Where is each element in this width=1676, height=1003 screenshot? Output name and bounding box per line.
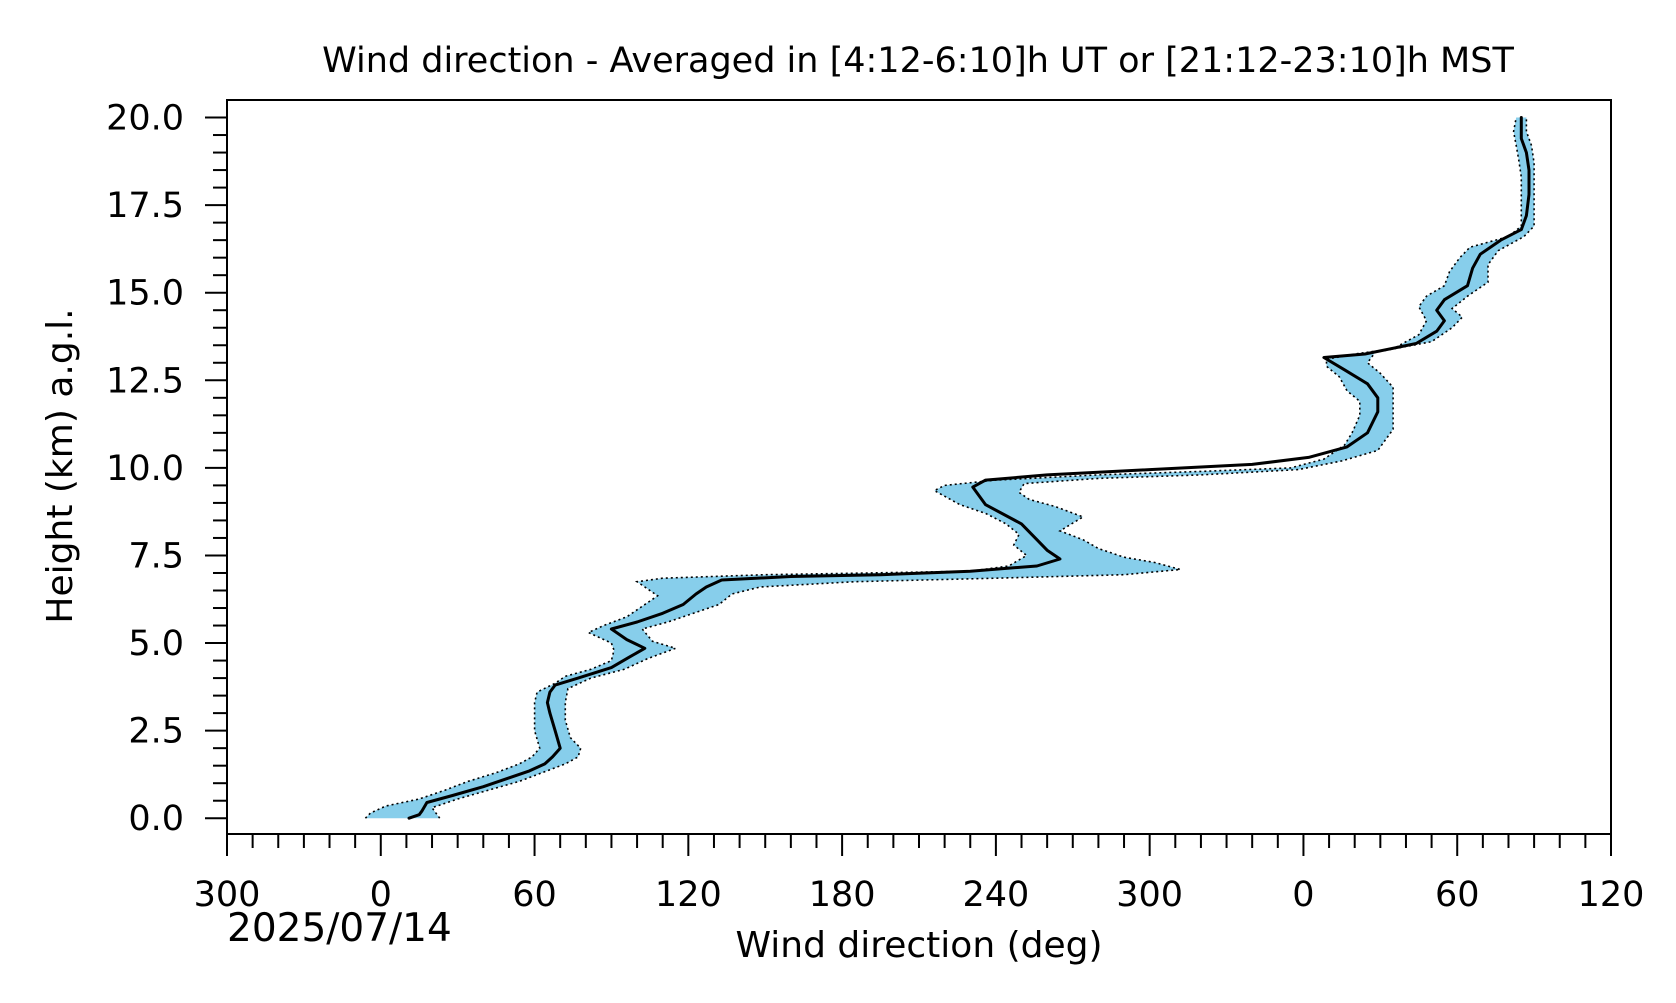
plot-frame [226, 99, 1612, 835]
y-tick-label: 0.0 [128, 799, 184, 839]
y-tick-label: 20.0 [106, 99, 184, 139]
x-axis-label: Wind direction (deg) [735, 925, 1102, 966]
y-tick-label: 2.5 [128, 712, 184, 752]
y-tick-label: 15.0 [106, 274, 184, 314]
y-tick-label: 17.5 [106, 186, 184, 226]
band-lower-edge [364, 117, 1523, 819]
y-tick-label: 10.0 [106, 449, 184, 489]
chart-title: Wind direction - Averaged in [4:12-6:10]… [322, 41, 1514, 81]
x-tick-label: 300 [1116, 875, 1183, 915]
y-tick-label: 7.5 [128, 536, 184, 576]
x-tick-label: 240 [962, 875, 1029, 915]
x-tick-label: 60 [512, 875, 557, 915]
x-tick-label: 300 [194, 875, 261, 915]
x-tick-label: 60 [1435, 875, 1480, 915]
plot-area [364, 116, 1535, 820]
x-tick-label: 120 [655, 875, 722, 915]
date-label: 2025/07/14 [227, 906, 452, 951]
axis-ticks: 300 0 60 120 180 240 300 0 60 120 0.0 2.5 5.0 7.5 10.0… [106, 99, 1644, 915]
mean-wind-direction-line [407, 116, 1531, 820]
y-tick-label: 12.5 [106, 361, 184, 401]
x-tick-label: 180 [809, 875, 876, 915]
y-axis-label: Height (km) a.g.l. [40, 308, 81, 623]
x-tick-label: 0 [370, 875, 392, 915]
y-tick-label: 5.0 [128, 624, 184, 664]
x-tick-label: 120 [1578, 875, 1645, 915]
x-tick-label: 0 [1292, 875, 1314, 915]
band-upper-edge [430, 117, 1535, 819]
